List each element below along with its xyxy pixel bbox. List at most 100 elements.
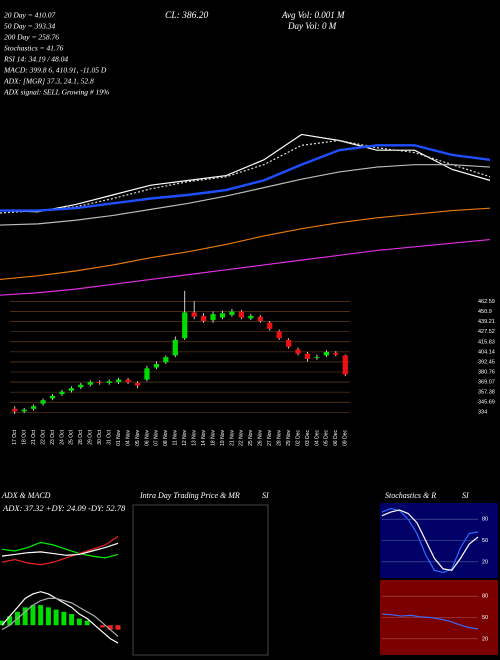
series-line — [1, 541, 119, 559]
y-tick-label: 404.14 — [478, 349, 495, 355]
panel-subtitle: SI — [462, 491, 469, 500]
x-tick-label: 05 Dec — [324, 430, 330, 446]
candle-body — [163, 357, 169, 363]
x-tick-label: 21 Oct — [31, 429, 37, 444]
macd-bar — [45, 607, 51, 626]
candle-body — [31, 406, 37, 409]
candle-body — [116, 379, 122, 383]
series-line — [1, 597, 119, 637]
x-tick-label: 17 Oct — [12, 429, 18, 444]
header-text: 50 Day = 393.34 — [4, 22, 56, 31]
x-tick-label: 08 Nov — [163, 430, 169, 446]
x-tick-label: 11 Nov — [173, 430, 179, 446]
candle-body — [106, 381, 112, 383]
x-tick-label: 22 Nov — [239, 430, 245, 446]
header-text: 20 Day = 410.07 — [4, 11, 56, 20]
candle-body — [295, 349, 301, 354]
candle-body — [68, 388, 74, 391]
x-tick-label: 13 Nov — [191, 430, 197, 446]
y-tick-label: 462.59 — [478, 299, 495, 305]
series-line — [0, 144, 491, 212]
candle-body — [134, 382, 141, 386]
candle-body — [333, 352, 339, 355]
candle-body — [182, 312, 188, 339]
x-tick-label: 06 Dec — [333, 430, 339, 446]
candle-body — [144, 368, 150, 380]
series-line — [0, 133, 491, 213]
candle-body — [323, 351, 329, 356]
candle-body — [97, 382, 103, 383]
candle-body — [314, 357, 320, 359]
series-line — [0, 207, 491, 281]
x-tick-label: 28 Nov — [276, 430, 282, 446]
macd-bar — [84, 620, 90, 626]
macd-bar — [7, 616, 13, 626]
y-tick-label: 415.83 — [478, 339, 495, 345]
x-tick-label: 29 Oct — [88, 429, 94, 444]
y-tick-label: 20 — [482, 559, 488, 565]
candle-body — [78, 384, 84, 388]
x-tick-label: 03 Dec — [305, 430, 311, 446]
series-line — [0, 139, 491, 214]
y-tick-label: 380.76 — [478, 369, 495, 375]
candle-body — [153, 364, 159, 368]
x-tick-label: 06 Nov — [144, 430, 150, 446]
candle-body — [257, 316, 263, 321]
panel-title: Stochastics & R — [385, 491, 436, 500]
x-tick-label: 19 Nov — [220, 430, 226, 446]
macd-bar — [22, 607, 28, 626]
adx-values: ADX: 37.32 +DY: 24.09 -DY: 52.78 — [2, 503, 126, 513]
macd-bar — [0, 620, 5, 626]
macd-bar — [115, 625, 121, 630]
y-tick-label: 450.9 — [478, 309, 492, 315]
x-tick-label: 02 Dec — [295, 430, 301, 446]
x-tick-label: 04 Dec — [314, 430, 320, 446]
candle-body — [219, 313, 226, 318]
x-tick-label: 31 Oct — [106, 429, 112, 444]
y-tick-label: 50 — [482, 615, 488, 621]
y-tick-label: 80 — [482, 517, 488, 523]
x-tick-label: 30 Oct — [97, 429, 103, 444]
candle-body — [201, 315, 207, 321]
candle-body — [276, 331, 282, 339]
candle-body — [267, 322, 273, 329]
macd-bar — [107, 625, 113, 630]
candle-body — [40, 400, 46, 404]
y-tick-label: 50 — [482, 538, 488, 544]
panel-title: ADX & MACD — [1, 491, 51, 500]
candle-body — [286, 339, 292, 347]
header-text: ADX signal: SELL Growing # 19% — [3, 88, 109, 97]
series-line — [0, 238, 491, 296]
candle-body — [49, 395, 56, 399]
x-tick-label: 25 Nov — [248, 430, 254, 446]
x-tick-label: 27 Nov — [267, 430, 273, 446]
x-tick-label: 04 Nov — [125, 430, 131, 446]
candle-body — [12, 408, 18, 412]
y-tick-label: 427.52 — [478, 329, 495, 335]
series-line — [381, 613, 479, 630]
header-text: Day Vol: 0 M — [287, 21, 337, 31]
y-tick-label: 345.69 — [478, 400, 495, 406]
candle-body — [21, 409, 27, 412]
candle-body — [229, 311, 235, 315]
candle-body — [125, 379, 131, 383]
y-tick-label: 357.38 — [478, 390, 495, 396]
candle-body — [87, 382, 93, 385]
y-tick-label: 20 — [482, 636, 488, 642]
header-text: CL: 386.20 — [165, 11, 209, 21]
x-tick-label: 29 Nov — [286, 430, 292, 446]
intraday-panel — [132, 504, 269, 656]
series-line — [1, 591, 119, 644]
panel-subtitle: SI — [262, 491, 269, 500]
candle-body — [210, 314, 216, 321]
x-tick-label: 22 Oct — [40, 429, 46, 444]
x-tick-label: 01 Nov — [116, 430, 122, 446]
y-tick-label: 369.07 — [478, 380, 495, 386]
y-tick-label: 80 — [482, 594, 488, 600]
header-text: MACD: 399.8 6, 410.91, -11.05 D — [3, 66, 107, 75]
series-line — [1, 535, 119, 566]
candle-body — [342, 355, 348, 375]
x-tick-label: 12 Nov — [182, 430, 188, 446]
candle-body — [304, 353, 311, 359]
